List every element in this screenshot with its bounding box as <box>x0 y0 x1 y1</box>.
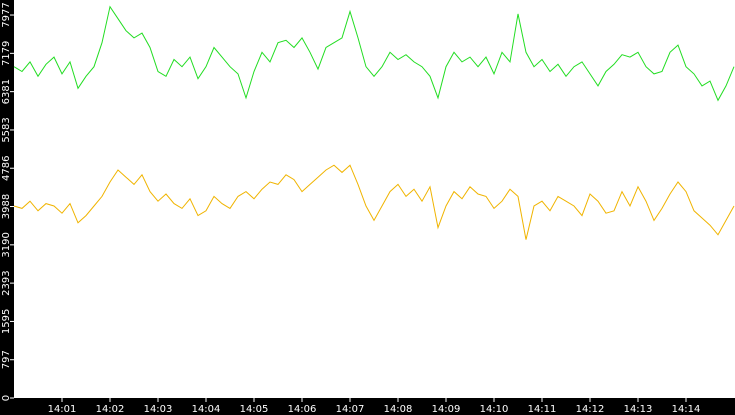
y-axis-strip <box>0 0 14 415</box>
y-tick-label: 2393 <box>1 270 12 295</box>
x-tick-label: 14:02 <box>96 404 125 415</box>
y-tick-label: 6381 <box>1 79 12 104</box>
y-tick-label: 1595 <box>1 309 12 334</box>
plot-area <box>14 0 735 398</box>
y-tick-label: 0 <box>1 395 12 401</box>
x-tick-label: 14:07 <box>336 404 365 415</box>
series-line <box>13 5 735 102</box>
x-axis-strip <box>0 398 735 415</box>
x-tick-label: 14:12 <box>576 404 605 415</box>
x-tick-label: 14:03 <box>144 404 173 415</box>
x-tick-label: 14:08 <box>384 404 413 415</box>
series-line <box>13 164 735 240</box>
x-tick-label: 14:14 <box>672 404 701 415</box>
x-tick-label: 14:10 <box>480 404 509 415</box>
x-tick-label: 14:13 <box>624 404 653 415</box>
y-tick-label: 5583 <box>1 117 12 142</box>
x-tick-label: 14:09 <box>432 404 461 415</box>
y-tick-label: 7179 <box>1 41 12 66</box>
y-tick-label: 4786 <box>1 155 12 180</box>
y-tick-label: 3988 <box>1 194 12 219</box>
y-tick-label: 797 <box>1 350 12 369</box>
y-tick-label: 7977 <box>1 2 12 27</box>
x-tick-label: 14:11 <box>528 404 557 415</box>
x-tick-label: 14:04 <box>192 404 221 415</box>
x-tick-label: 14:05 <box>240 404 269 415</box>
y-tick-label: 3190 <box>1 232 12 257</box>
x-tick-label: 14:06 <box>288 404 317 415</box>
x-tick-label: 14:01 <box>48 404 77 415</box>
